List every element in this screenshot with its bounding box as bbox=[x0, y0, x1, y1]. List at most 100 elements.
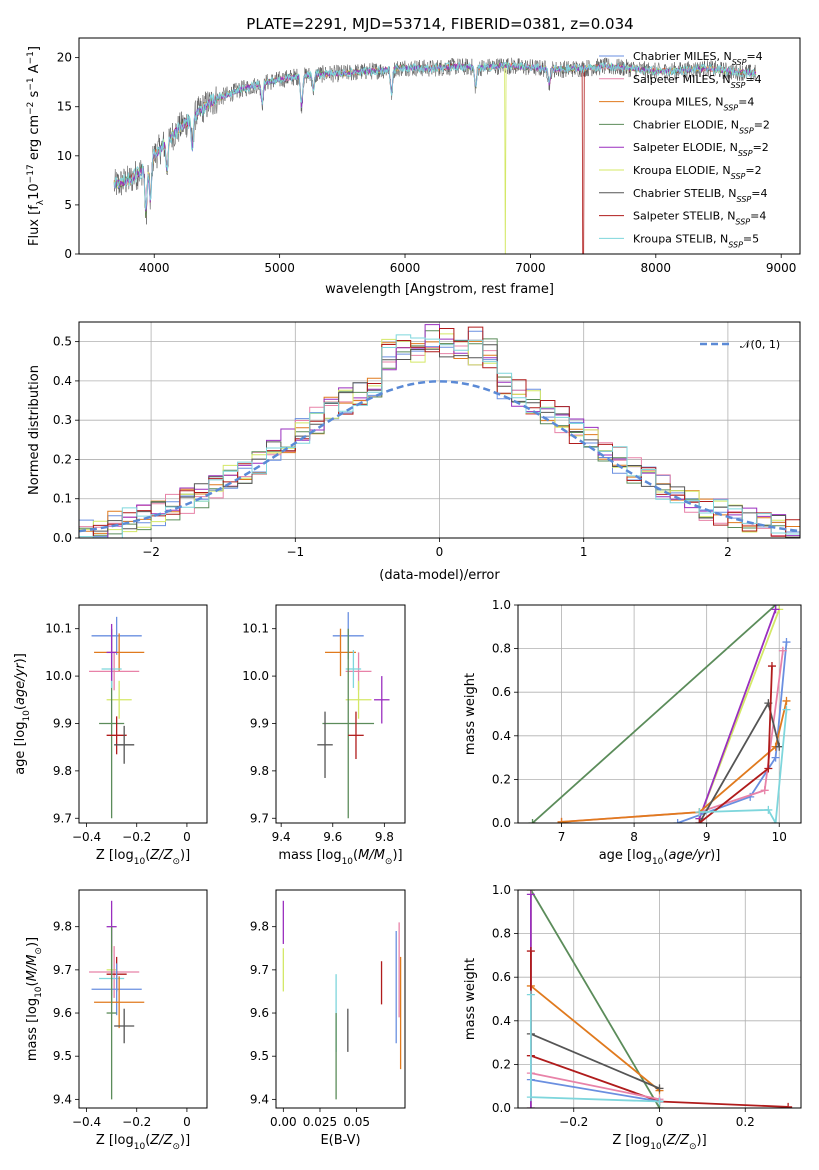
legend-entry: Salpeter ELODIE, NSSP=2 bbox=[633, 141, 769, 158]
y-tick-label: 9.6 bbox=[53, 1006, 72, 1020]
y-tick-label: 9.4 bbox=[250, 1092, 269, 1106]
y-axis-label: mass weight bbox=[463, 673, 478, 755]
y-axis-label: Flux [fλ10−17 erg cm−2 s−1 A−1] bbox=[26, 46, 46, 246]
x-tick-label: 9.4 bbox=[272, 830, 291, 844]
x-tick-label: 7 bbox=[558, 830, 566, 844]
spectrum-line-chabrier-miles bbox=[113, 62, 584, 212]
x-axis-label: mass [log10(M/M⊙)] bbox=[278, 848, 402, 867]
mass-weight-line-chabrier-stelib bbox=[698, 700, 781, 823]
axes-frame bbox=[78, 321, 801, 539]
x-tick-label: 0 bbox=[656, 1115, 664, 1129]
y-tick-label: 0.0 bbox=[492, 1101, 511, 1115]
axes-frame bbox=[517, 604, 802, 824]
y-tick-label: 5 bbox=[64, 198, 72, 212]
y-axis-label: age [log10(age/yr)] bbox=[13, 653, 32, 775]
y-tick-label: 10 bbox=[57, 149, 72, 163]
mass-weight-marker bbox=[771, 753, 780, 762]
y-tick-label: 0.2 bbox=[53, 452, 72, 466]
mass-weight-marker bbox=[655, 1097, 664, 1106]
x-axis-label: Z [log10(Z/Z⊙)] bbox=[96, 848, 190, 867]
normal-curve bbox=[79, 380, 800, 533]
mass-weight-line-chabrier-miles bbox=[677, 642, 788, 823]
x-axis-label: E(B-V) bbox=[320, 1133, 360, 1148]
axes-frame bbox=[78, 604, 208, 824]
y-tick-label: 9.7 bbox=[250, 811, 269, 825]
mass-weight-line-salpeter-elodie bbox=[698, 609, 777, 819]
y-tick-label: 20 bbox=[57, 51, 72, 65]
mass-weight-line-chabrier-miles bbox=[530, 1078, 660, 1103]
y-tick-label: 0.2 bbox=[492, 772, 511, 786]
x-tick-label: 10 bbox=[772, 830, 787, 844]
mass-weight-marker bbox=[526, 1104, 535, 1108]
y-tick-label: 9.7 bbox=[53, 811, 72, 825]
y-tick-label: 9.7 bbox=[53, 963, 72, 977]
y-tick-label: 9.6 bbox=[250, 1006, 269, 1020]
axes-frame bbox=[78, 37, 801, 255]
x-tick-label: −0.4 bbox=[72, 1115, 101, 1129]
x-tick-label: 5000 bbox=[264, 261, 295, 275]
axes-frame bbox=[275, 889, 406, 1109]
y-tick-label: 0.4 bbox=[492, 729, 511, 743]
y-tick-label: 0.8 bbox=[492, 642, 511, 656]
spectrum-axes: 4000 5000 6000 7000 8000 9000 0 5 10 15 20 Chabrier… bbox=[26, 37, 801, 297]
x-tick-label: −1 bbox=[286, 545, 304, 559]
x-tick-label: 9 bbox=[703, 830, 711, 844]
mass-weight-marker bbox=[528, 819, 537, 823]
mass_weight_vs_age-axes: 7 8 9 10 0.0 0.2 0.4 0.6 0.8 1.0 age [log10(age/yr… bbox=[463, 598, 802, 867]
mass-weight-marker bbox=[782, 705, 791, 714]
y-tick-label: 9.5 bbox=[250, 1049, 269, 1063]
residuals-axes: −2 −1 0 1 2 0.0 0.1 0.2 0.3 0.4 0.5 𝒩(0, 1) (data-mo… bbox=[27, 321, 801, 583]
x-tick-label: 7000 bbox=[515, 261, 546, 275]
x-tick-label: 1 bbox=[580, 545, 588, 559]
x-axis-label: age [log10(age/yr)] bbox=[599, 848, 721, 867]
mass-weight-line-salpeter-miles bbox=[530, 1072, 660, 1101]
mass-weight-marker bbox=[526, 890, 535, 899]
x-tick-label: −0.2 bbox=[122, 830, 151, 844]
mass-weight-marker bbox=[782, 696, 791, 705]
x-tick-label: 9.8 bbox=[375, 830, 394, 844]
spectrum-legend: Chabrier MILES, NSSP=4 Salpeter MILES, NS… bbox=[599, 50, 770, 249]
mass_vs_EBV-axes: 0.00 0.025 0.05 9.4 9.5 9.6 9.7 9.8 E(B-V) bbox=[250, 889, 406, 1148]
y-tick-label: 1.0 bbox=[492, 883, 511, 897]
x-tick-label: 0.05 bbox=[343, 1115, 370, 1129]
spectrum-marks bbox=[113, 56, 757, 254]
age_vs_Z-axes: −0.4 −0.2 0 9.7 9.8 9.9 10.0 10.1 Z [log10(Z/Z⊙)… bbox=[13, 604, 208, 867]
mass-weight-marker bbox=[778, 646, 787, 655]
mass-weight-marker bbox=[771, 605, 780, 614]
axes-frame bbox=[78, 889, 208, 1109]
mass-weight-marker bbox=[695, 808, 704, 817]
x-tick-label: 0 bbox=[183, 1115, 191, 1129]
y-tick-label: 0.8 bbox=[492, 927, 511, 941]
y-tick-label: 0.3 bbox=[53, 413, 72, 427]
x-tick-label: −0.2 bbox=[122, 1115, 151, 1129]
x-tick-label: 0.025 bbox=[303, 1115, 337, 1129]
y-tick-label: 0.1 bbox=[53, 492, 72, 506]
y-tick-label: 9.8 bbox=[250, 920, 269, 934]
y-tick-label: 10.0 bbox=[45, 669, 72, 683]
mass-weight-marker bbox=[784, 1102, 793, 1108]
x-axis-label: Z [log10(Z/Z⊙)] bbox=[96, 1133, 190, 1152]
mass-weight-line-chabrier-elodie bbox=[530, 890, 661, 1108]
y-tick-label: 10.0 bbox=[242, 669, 269, 683]
mass_weight_vs_age-marks bbox=[528, 605, 791, 823]
y-tick-label: 0.6 bbox=[492, 970, 511, 984]
y-tick-label: 0.0 bbox=[53, 531, 72, 545]
legend-entry: Kroupa ELODIE, NSSP=2 bbox=[633, 164, 762, 181]
mass_vs_Z-marks bbox=[89, 900, 145, 1100]
y-tick-label: 0.2 bbox=[492, 1057, 511, 1071]
legend-entry: Kroupa MILES, NSSP=4 bbox=[633, 96, 754, 113]
axes-frame bbox=[517, 889, 802, 1109]
mass-weight-marker bbox=[557, 817, 566, 823]
mass-weight-marker bbox=[764, 805, 773, 814]
y-tick-label: 10.1 bbox=[242, 622, 269, 636]
x-tick-label: 0 bbox=[183, 830, 191, 844]
mass-weight-line-chabrier-stelib bbox=[530, 1033, 660, 1090]
mass-weight-line-chabrier-elodie bbox=[531, 605, 777, 823]
x-tick-label: 8 bbox=[630, 830, 638, 844]
y-tick-label: 0.5 bbox=[53, 335, 72, 349]
legend-entry: 𝒩(0, 1) bbox=[740, 338, 780, 351]
mass-weight-marker bbox=[655, 1084, 664, 1093]
mass-weight-marker bbox=[760, 786, 769, 795]
mass_vs_Z-axes: −0.4 −0.2 0 9.4 9.5 9.6 9.7 9.8 Z [log10(Z/Z⊙)] m… bbox=[25, 889, 208, 1152]
y-tick-label: 9.8 bbox=[53, 920, 72, 934]
